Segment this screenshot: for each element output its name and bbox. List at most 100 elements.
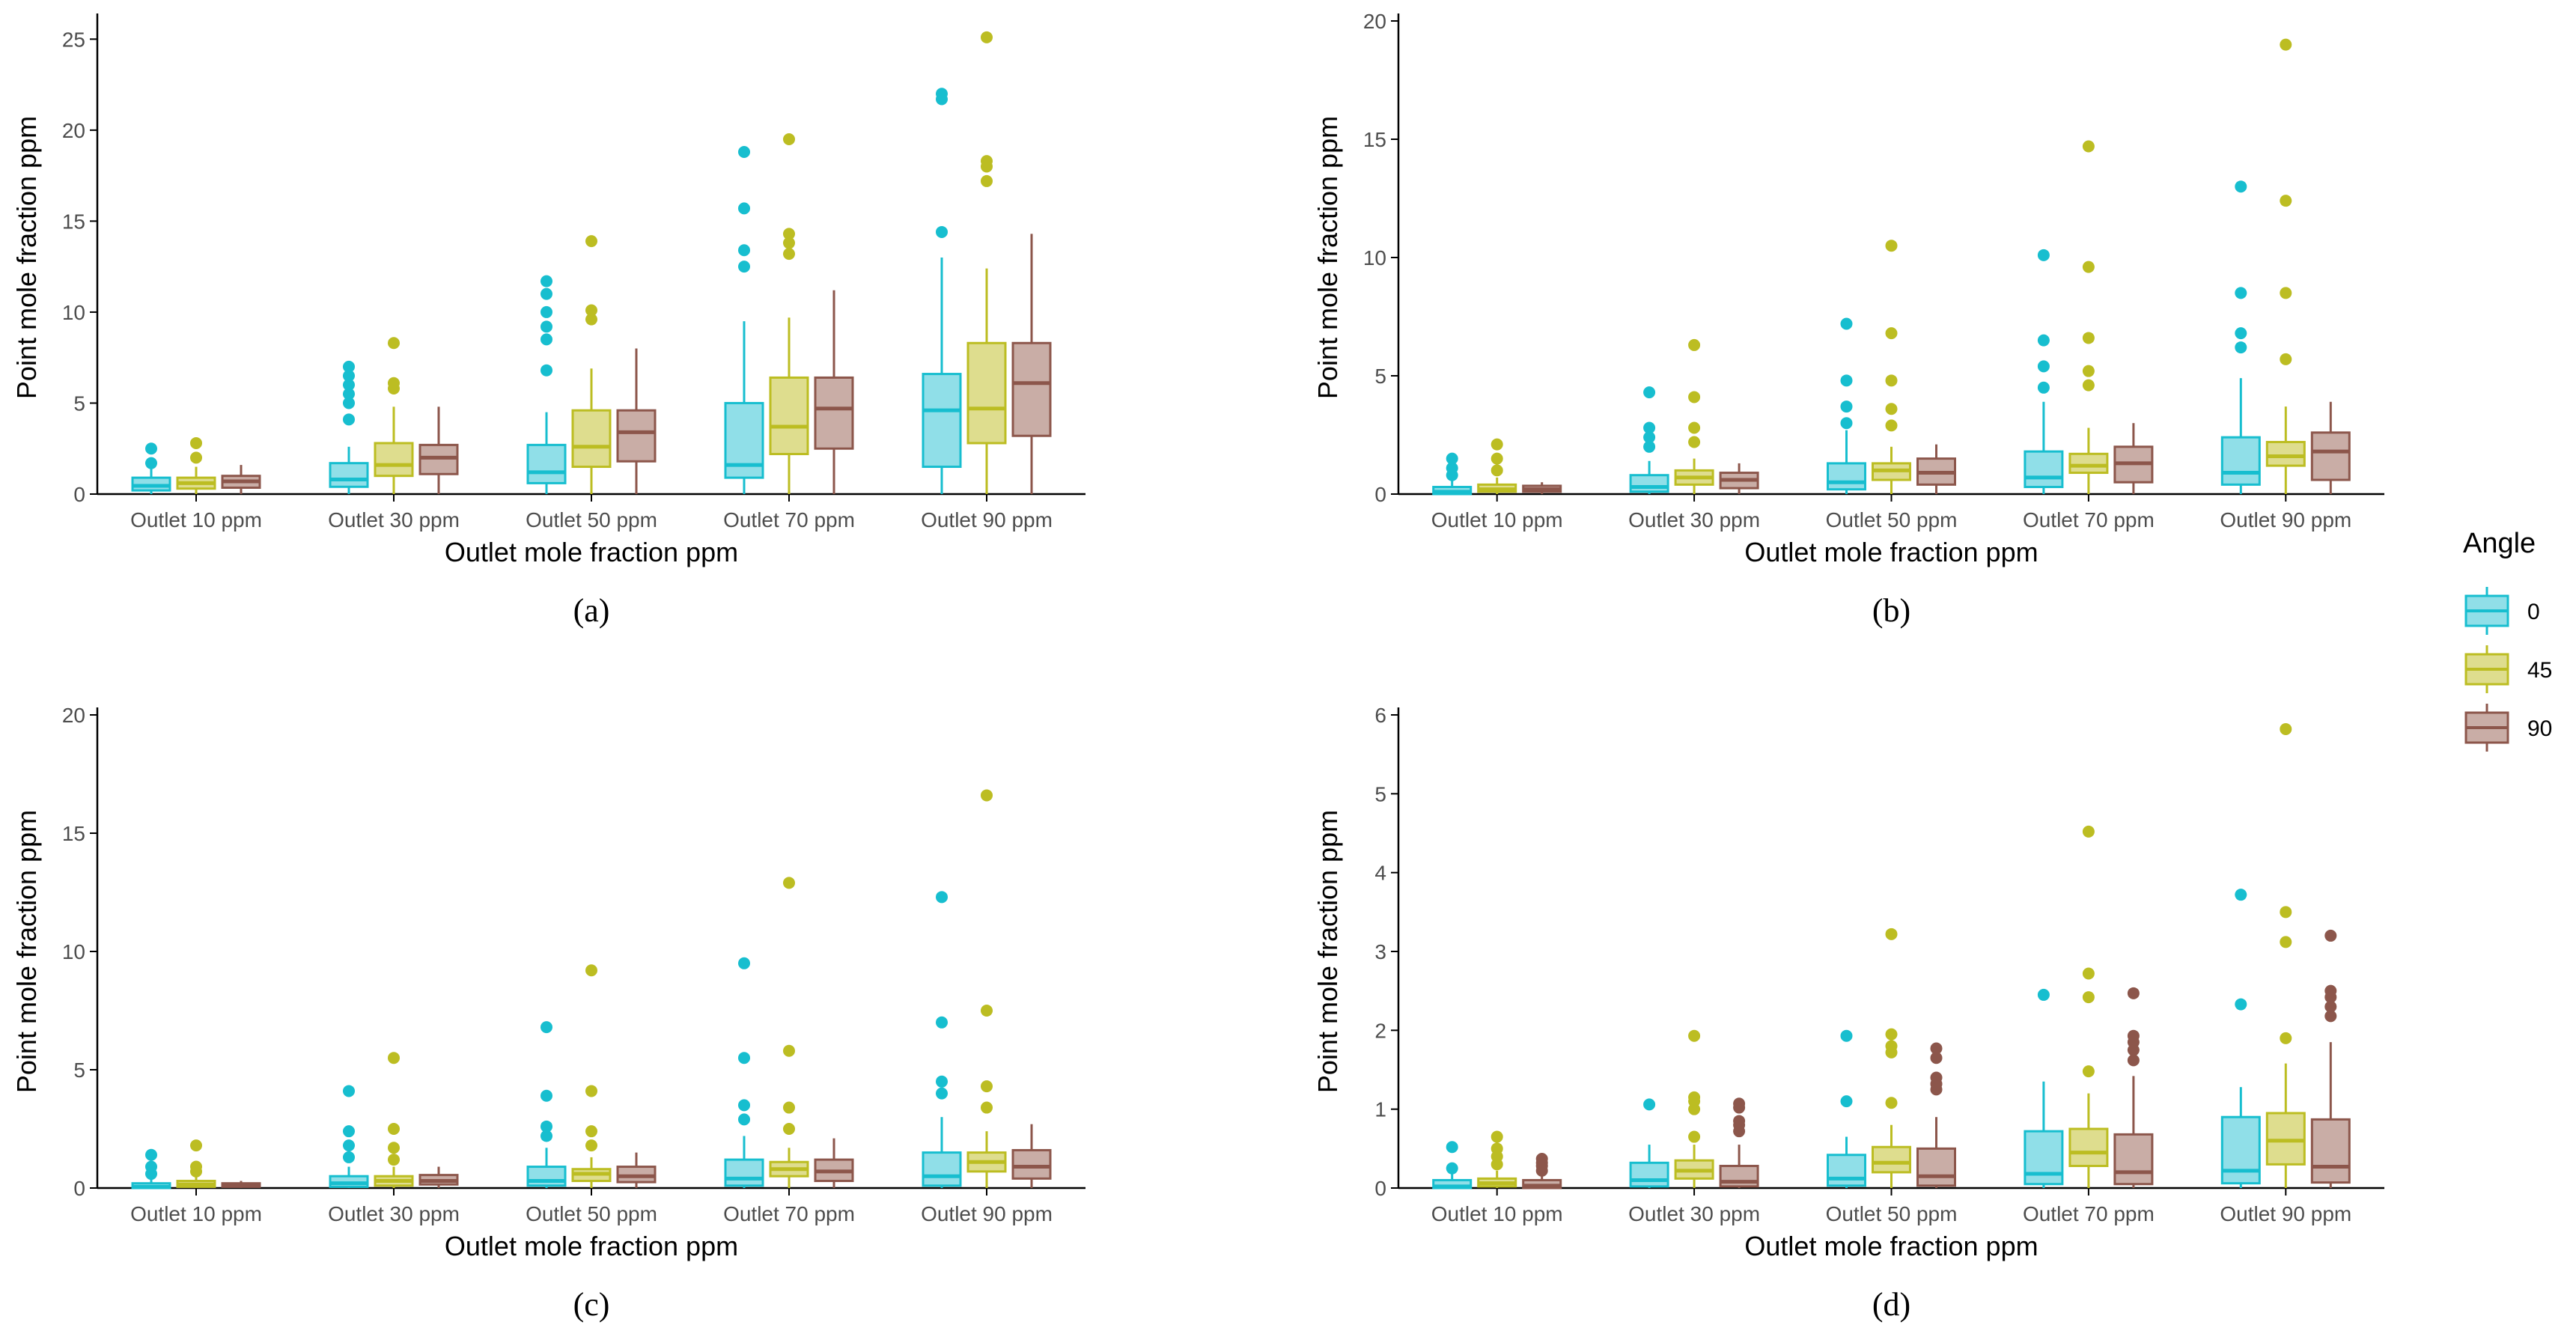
outlier-point: [1688, 1029, 1701, 1042]
y-tick-label: 0: [73, 1177, 85, 1200]
box-45-4: [2265, 722, 2306, 1188]
box-0-0: [1432, 1141, 1473, 1190]
outlier-point: [2082, 140, 2095, 153]
outlier-point: [1885, 327, 1898, 340]
box-45-2: [1872, 928, 1911, 1188]
panel-b: 0 5 10 15 20 Outlet 10 ppm Outlet 30 ppm Outlet…: [1312, 10, 2384, 629]
outlier-point: [2082, 967, 2095, 980]
outlier-point: [1840, 1095, 1853, 1108]
box-45-0: [176, 436, 216, 494]
outlier-point: [1930, 1052, 1943, 1065]
outlier-point: [2280, 287, 2292, 299]
outlier-point: [343, 1085, 355, 1097]
outlier-point: [1688, 1130, 1701, 1143]
y-tick-label: 5: [1374, 365, 1386, 388]
box-45-2: [571, 964, 612, 1188]
outlier-point: [1688, 436, 1701, 448]
box-90-2: [616, 1152, 657, 1188]
y-tick-label: 6: [1374, 704, 1386, 727]
box-rect: [814, 376, 854, 450]
outlier-point: [1840, 417, 1853, 430]
outlier-point: [541, 1089, 552, 1102]
box-0-4: [922, 891, 962, 1188]
box-90-1: [418, 406, 459, 494]
box-90-3: [814, 1138, 854, 1188]
box-rect: [2068, 1127, 2109, 1168]
x-tick-label: Outlet 70 ppm: [2023, 1202, 2155, 1225]
outlier-point: [1491, 464, 1503, 477]
box-rect: [374, 442, 414, 478]
outlier-point: [738, 202, 750, 215]
box-90-4: [2310, 401, 2351, 494]
outlier-point: [1688, 421, 1701, 434]
legend-label: 90: [2527, 716, 2552, 741]
box-rect: [1872, 1145, 1911, 1174]
outlier-point: [936, 225, 948, 238]
outlier-point: [190, 1139, 202, 1152]
outlier-point: [388, 1154, 400, 1166]
y-tick-label: 5: [73, 392, 85, 415]
x-axis-title: Outlet mole fraction ppm: [1744, 537, 2038, 567]
box-90-1: [418, 1166, 459, 1188]
outlier-point: [1643, 440, 1656, 453]
box-45-3: [769, 133, 809, 494]
outlier-point: [1733, 1115, 1746, 1127]
box-90-1: [1719, 463, 1759, 494]
box-rect: [329, 462, 369, 488]
outlier-point: [190, 436, 202, 449]
outlier-point: [388, 337, 400, 350]
outlier-point: [1491, 1142, 1503, 1155]
box-0-3: [2024, 988, 2064, 1188]
outlier-point: [2037, 381, 2050, 394]
outlier-point: [1733, 1097, 1746, 1110]
outlier-point: [541, 1021, 552, 1034]
box-0-2: [526, 275, 567, 494]
box-45-4: [2265, 38, 2306, 494]
box-90-0: [221, 465, 261, 494]
box-45-3: [2068, 140, 2109, 494]
outlier-point: [585, 1139, 597, 1152]
y-tick-label: 0: [1374, 1177, 1386, 1200]
outlier-point: [738, 244, 750, 257]
outlier-point: [1885, 1097, 1898, 1109]
outlier-point: [1840, 374, 1853, 387]
box-0-0: [1432, 452, 1473, 496]
x-tick-label: Outlet 30 ppm: [328, 508, 460, 532]
outlier-point: [2235, 889, 2247, 901]
y-tick-label: 4: [1374, 862, 1386, 885]
box-0-2: [1827, 317, 1866, 494]
outlier-point: [585, 1085, 597, 1097]
outlier-point: [343, 1139, 355, 1152]
box-rect: [526, 1166, 567, 1187]
outlier-point: [388, 1123, 400, 1135]
outlier-point: [1885, 419, 1898, 432]
x-tick-label: Outlet 90 ppm: [2220, 508, 2351, 532]
x-tick-label: Outlet 10 ppm: [1431, 1202, 1563, 1225]
outlier-point: [1535, 1153, 1548, 1166]
box-90-0: [221, 1181, 261, 1188]
box-90-3: [2113, 987, 2154, 1188]
outlier-point: [2037, 249, 2050, 261]
x-axis-title: Outlet mole fraction ppm: [445, 537, 738, 567]
box-0-0: [131, 442, 171, 494]
box-0-3: [2024, 249, 2064, 494]
box-0-1: [1629, 386, 1669, 494]
y-tick-label: 20: [62, 119, 85, 142]
x-tick-label: Outlet 10 ppm: [130, 508, 262, 532]
x-tick-label: Outlet 70 ppm: [2023, 508, 2155, 532]
outlier-point: [738, 1113, 750, 1126]
outlier-point: [1885, 374, 1898, 387]
outlier-point: [1491, 438, 1503, 451]
y-axis-title: Point mole fraction ppm: [1312, 810, 1343, 1093]
legend-label: 45: [2527, 658, 2552, 683]
outlier-point: [738, 1052, 750, 1065]
y-tick-label: 5: [73, 1059, 85, 1082]
box-90-2: [1916, 1042, 1956, 1188]
outlier-point: [2280, 1032, 2292, 1044]
outlier-point: [738, 1099, 750, 1112]
outlier-point: [738, 261, 750, 273]
box-0-2: [1827, 1029, 1866, 1188]
box-45-1: [1674, 1029, 1714, 1188]
box-90-1: [1719, 1097, 1759, 1188]
